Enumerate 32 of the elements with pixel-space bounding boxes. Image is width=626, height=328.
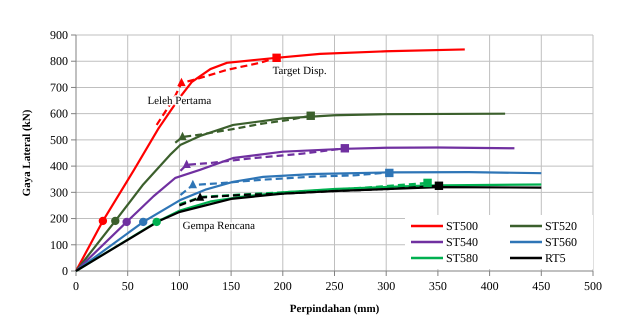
x-tick-label: 450 xyxy=(532,279,550,293)
legend-label: ST520 xyxy=(545,219,578,233)
x-tick-label: 250 xyxy=(326,279,344,293)
x-axis-title: Perpindahan (mm) xyxy=(290,303,380,315)
y-tick-label: 0 xyxy=(62,264,68,278)
legend-label: ST560 xyxy=(545,235,578,249)
legend-label: ST580 xyxy=(446,251,478,265)
y-tick-label: 300 xyxy=(50,185,68,200)
y-tick-label: 700 xyxy=(50,80,68,94)
x-tick-label: 300 xyxy=(377,279,396,293)
x-tick-label: 350 xyxy=(428,279,447,293)
x-tick-label: 150 xyxy=(222,279,240,293)
y-tick-label: 900 xyxy=(50,28,68,42)
x-tick-label: 500 xyxy=(584,279,602,293)
y-tick-label: 100 xyxy=(50,238,68,252)
y-tick-label: 200 xyxy=(50,212,68,226)
y-tick-label: 500 xyxy=(50,132,68,147)
y-axis-title: Gaya Lateral (kN) xyxy=(21,109,33,196)
x-tick-label: 200 xyxy=(274,279,292,293)
legend-label: RT5 xyxy=(545,251,566,265)
y-tick-label: 400 xyxy=(50,159,68,174)
x-tick-label: 100 xyxy=(170,279,188,293)
y-tick-label: 800 xyxy=(50,54,68,68)
legend-label: ST540 xyxy=(446,235,478,249)
annotation: Target Disp. xyxy=(272,64,327,77)
annotation: Gempa Rencana xyxy=(182,220,256,232)
y-tick-label: 600 xyxy=(50,106,68,121)
legend-label: ST500 xyxy=(446,219,478,233)
x-tick-label: 0 xyxy=(73,279,79,293)
x-tick-label: 400 xyxy=(480,279,499,293)
x-tick-label: 50 xyxy=(122,279,134,293)
line-series xyxy=(74,112,506,272)
